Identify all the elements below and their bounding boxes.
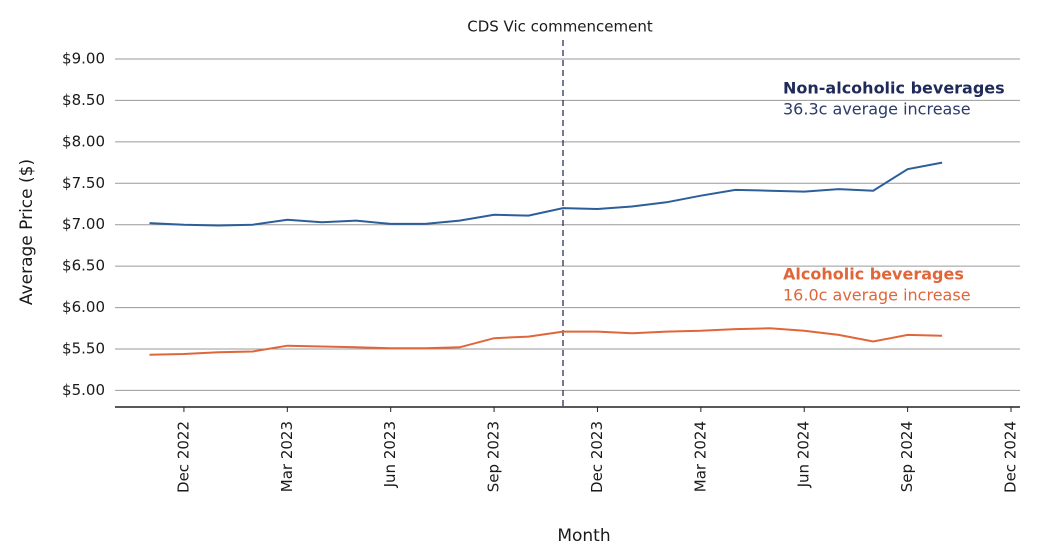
series-line: [149, 327, 943, 356]
y-tick-label: $9.00: [62, 50, 105, 68]
y-tick-label: $6.00: [62, 298, 105, 316]
y-axis-label: Average Price ($): [17, 159, 37, 305]
x-tick-label: Dec 2022: [174, 421, 192, 493]
y-tick-label: $7.00: [62, 215, 105, 233]
annotation-text: CDS Vic commencement: [467, 18, 653, 36]
y-tick-label: $8.50: [62, 91, 105, 109]
series-note: 36.3c average increase: [783, 100, 971, 119]
x-tick-label: Jun 2023: [381, 421, 399, 488]
y-tick-label: $5.50: [62, 340, 105, 358]
x-tick-label: Dec 2023: [588, 421, 606, 493]
x-tick-label: Sep 2023: [485, 421, 503, 492]
x-tick-label: Dec 2024: [1002, 421, 1020, 493]
y-tick-label: $8.00: [62, 132, 105, 150]
series-label: Alcoholic beverages: [783, 265, 964, 284]
x-tick-label: Mar 2024: [691, 421, 709, 492]
x-tick-label: Sep 2024: [898, 421, 916, 492]
y-tick-label: $5.00: [62, 381, 105, 399]
series-note: 16.0c average increase: [783, 286, 971, 305]
y-tick-label: $7.50: [62, 174, 105, 192]
x-tick-label: Mar 2023: [278, 421, 296, 492]
y-tick-label: $6.50: [62, 257, 105, 275]
x-tick-label: Jun 2024: [795, 421, 813, 488]
series-line: [149, 161, 943, 227]
series-label: Non-alcoholic beverages: [783, 79, 1005, 98]
x-axis-label: Month: [557, 526, 610, 546]
